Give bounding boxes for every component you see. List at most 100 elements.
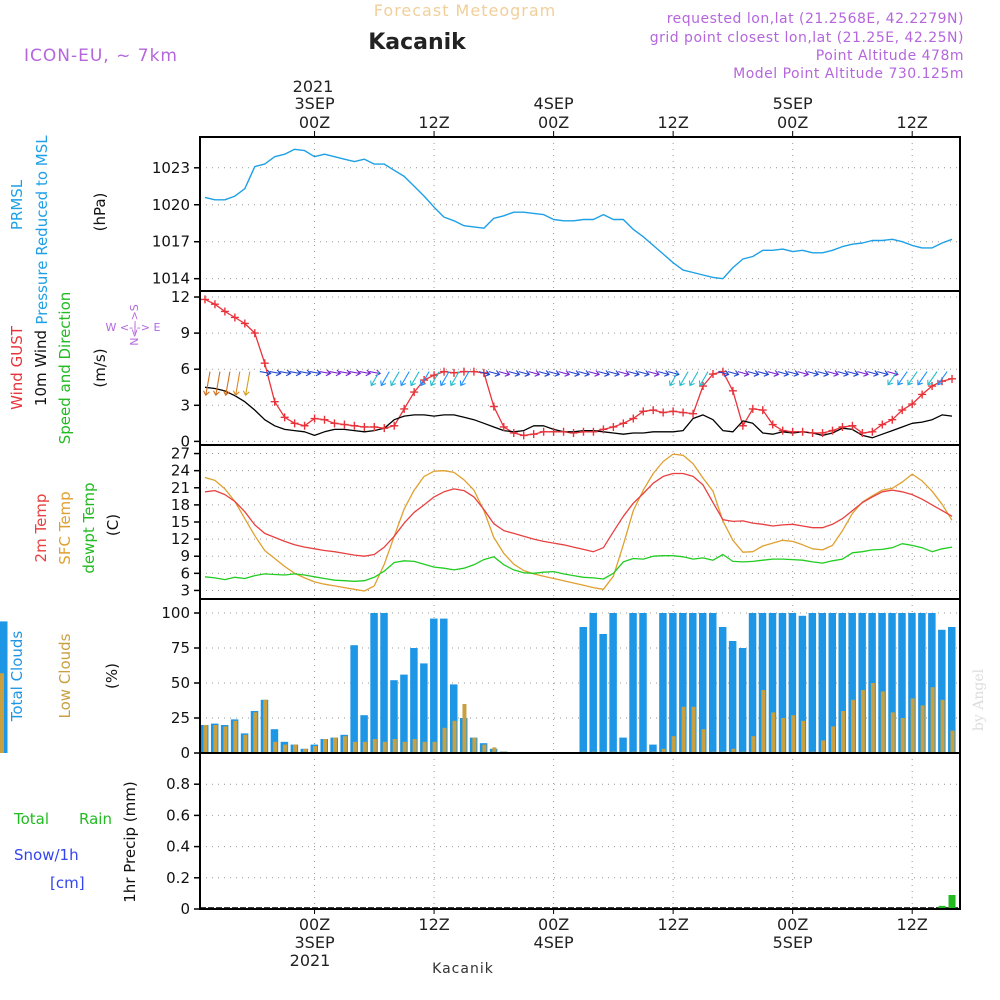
- grid-layer: [200, 137, 960, 909]
- gust-marker: [689, 409, 698, 418]
- precip-rain-label: Rain: [79, 810, 112, 828]
- total-cloud-bar: [380, 613, 388, 753]
- precip-snow-unit: [cm]: [50, 874, 85, 892]
- gust-marker: [738, 421, 747, 430]
- low-cloud-bar: [821, 740, 826, 753]
- wind-direction-arrow: [698, 371, 709, 387]
- gust-marker: [469, 367, 478, 376]
- gust-marker: [888, 415, 897, 424]
- total-cloud-bar: [708, 613, 717, 753]
- wind-direction-arrow: [568, 370, 581, 377]
- gust-marker: [838, 422, 847, 431]
- gust-marker: [818, 428, 827, 437]
- total-cloud-bar: [838, 613, 846, 753]
- y-tick-label: 0.8: [166, 775, 190, 793]
- low-cloud-bar: [253, 712, 258, 753]
- total-cloud-bar: [430, 618, 438, 753]
- low-cloud-bar: [950, 730, 955, 753]
- top-hour-label: 00Z: [299, 113, 330, 132]
- gust-marker: [380, 424, 389, 433]
- wind-direction-arrow: [618, 370, 630, 377]
- wind-direction-arrow: [409, 371, 420, 387]
- bottom-date-label: 4SEP: [534, 933, 574, 952]
- gust-marker: [390, 421, 399, 430]
- data-layer: [0, 149, 960, 909]
- compass-ns: N<-->S: [128, 304, 141, 346]
- low-cloud-bar: [442, 727, 447, 753]
- gust-marker: [300, 421, 309, 430]
- total-cloud-bar: [928, 613, 936, 753]
- y-tick-label: 75: [171, 639, 190, 657]
- gust-marker: [280, 413, 289, 422]
- gust-marker: [410, 388, 419, 397]
- wind-direction-arrow: [827, 370, 839, 377]
- wind-direction-arrow: [309, 369, 322, 377]
- gust-marker: [489, 402, 498, 411]
- bottom-hour-label: 12Z: [657, 915, 688, 934]
- gust-marker: [539, 427, 548, 436]
- low-clouds-label: Low Clouds: [56, 633, 74, 718]
- bottom-hour-label: 00Z: [538, 915, 569, 934]
- total-cloud-bar: [449, 684, 458, 753]
- low-cloud-bar: [392, 739, 397, 753]
- gust-marker: [599, 425, 608, 434]
- wind-direction-arrow: [429, 371, 440, 387]
- wind-direction-arrow: [608, 370, 620, 377]
- total-cloud-bar: [689, 613, 697, 753]
- clouds-unit: (%): [103, 663, 121, 689]
- low-cloud-bar: [880, 691, 885, 753]
- total-cloud-bar: [579, 627, 587, 753]
- total-cloud-bar: [798, 615, 807, 753]
- bottom-date-label: 3SEP: [295, 933, 335, 952]
- low-cloud-bar: [352, 741, 357, 753]
- gust-marker: [400, 404, 409, 413]
- wind-direction-arrow: [289, 369, 302, 377]
- gust-marker: [609, 422, 618, 431]
- total-cloud-bar: [728, 641, 737, 753]
- low-cloud-bar: [372, 739, 377, 753]
- low-cloud-bar: [771, 712, 776, 753]
- gust-marker: [669, 407, 678, 416]
- low-cloud-bar: [313, 746, 318, 753]
- total-cloud-bar: [619, 737, 627, 753]
- wind-direction-arrow: [498, 370, 511, 377]
- low-cloud-bar: [731, 748, 736, 753]
- footer-location: Kacanik: [432, 961, 494, 977]
- total-cloud-bar: [718, 627, 727, 753]
- wind-direction-arrow: [867, 370, 879, 377]
- wind-direction-arrow: [747, 370, 760, 377]
- low-cloud-bar: [263, 699, 268, 753]
- low-cloud-bar: [860, 690, 865, 753]
- low-cloud-bar: [661, 748, 666, 753]
- y-tick-label: 50: [171, 674, 190, 692]
- dewpt-line: [204, 543, 953, 582]
- y-tick-label: 12: [171, 288, 190, 306]
- wind-direction-arrow: [638, 370, 650, 377]
- total-cloud-bar: [350, 645, 358, 753]
- gust-marker: [360, 422, 369, 431]
- wind-direction-arrow: [897, 371, 908, 386]
- wind-10m-label: 10m Wind: [32, 330, 50, 406]
- gust-marker: [898, 406, 907, 415]
- wind-direction-arrow: [558, 370, 571, 377]
- panel-frame: [199, 136, 961, 292]
- low-cloud-bar: [482, 744, 487, 753]
- low-cloud-bar: [412, 739, 417, 753]
- gust-marker: [639, 407, 648, 416]
- low-cloud-bar: [801, 720, 806, 753]
- gust-marker: [459, 367, 468, 376]
- low-cloud-bar: [701, 729, 706, 753]
- top-year-label: 2021: [293, 77, 334, 96]
- wind-direction-arrow: [400, 371, 410, 387]
- gust-marker: [350, 421, 359, 430]
- gust-marker: [878, 420, 887, 429]
- total-cloud-bar: [898, 613, 906, 753]
- total-cloud-bar: [400, 674, 408, 753]
- sfc-temp-label: SFC Temp: [56, 491, 74, 564]
- wind-direction-arrow: [658, 370, 670, 377]
- wind-direction-arrow: [917, 371, 928, 386]
- wind-direction-arrow: [757, 370, 770, 377]
- wind-direction-arrow: [907, 371, 918, 386]
- bottom-hour-label: 00Z: [299, 915, 330, 934]
- gust-marker: [200, 295, 209, 304]
